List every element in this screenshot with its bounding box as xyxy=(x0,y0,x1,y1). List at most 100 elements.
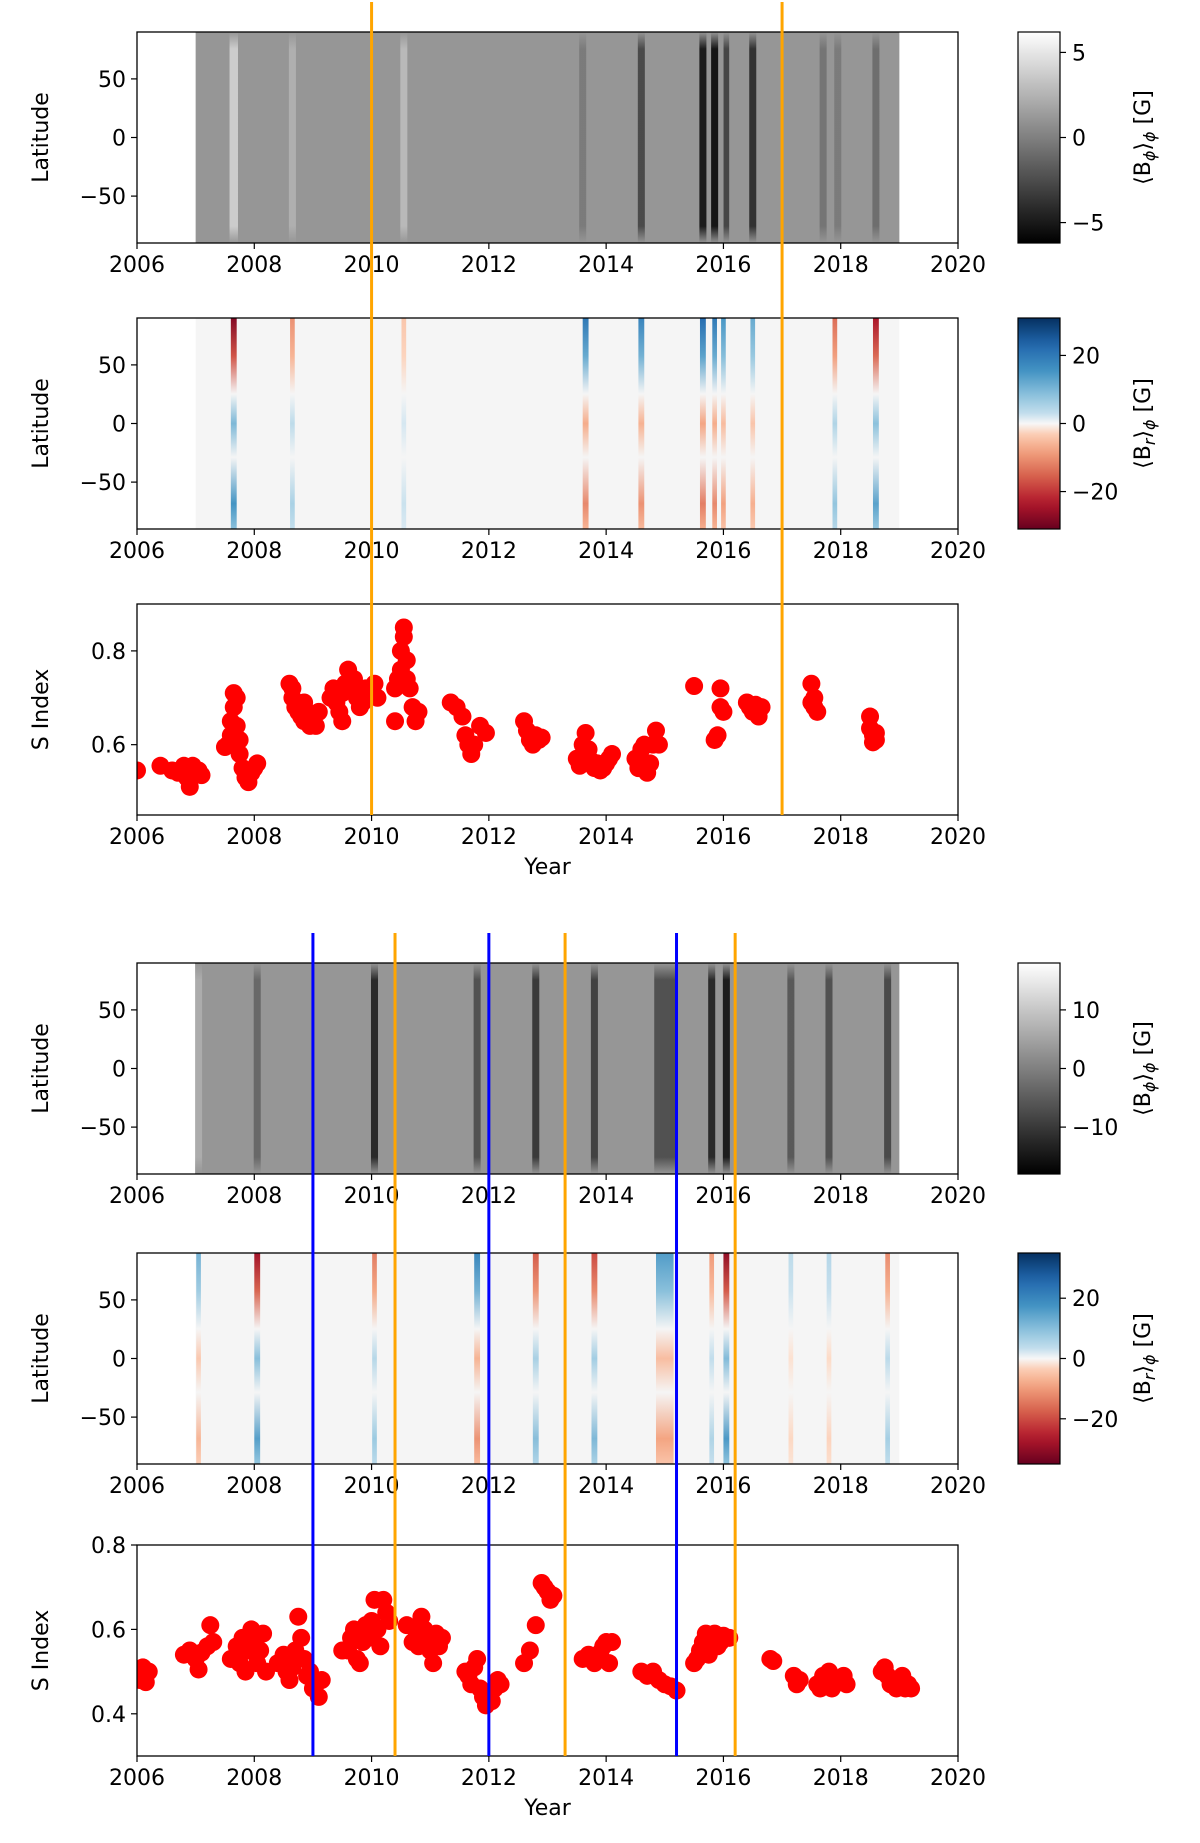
x-tick-label: 2016 xyxy=(695,1766,751,1791)
heatmap-stripe xyxy=(195,963,203,1174)
y-axis-label: Latitude xyxy=(29,1313,54,1404)
x-tick-label: 2006 xyxy=(109,1474,165,1499)
data-point xyxy=(866,723,885,742)
data-point xyxy=(711,679,730,698)
colorbar-tick-label: 5 xyxy=(1072,41,1086,66)
colorbar-tick-label: 0 xyxy=(1072,127,1086,152)
data-point xyxy=(424,1654,443,1673)
heatmap-stripe xyxy=(723,1253,730,1464)
heatmap-stripe xyxy=(723,32,730,243)
colorbar-label: ⟨Br⟩ϕ [G] xyxy=(1131,378,1159,469)
figure-A: −505⟨Bϕ⟩ϕ [G]2006 2008 2010 2012 2014 2016 201… xyxy=(29,2,1159,880)
data-point xyxy=(476,723,495,742)
colorbar-gradient xyxy=(1017,962,1061,1175)
y-tick-label: 50 xyxy=(98,68,126,93)
x-tick-label: 2016 xyxy=(695,539,751,564)
colorbar-label-part: ⟨B xyxy=(1131,445,1156,469)
data-point xyxy=(764,1652,783,1671)
x-tick-label: 2018 xyxy=(813,1184,869,1209)
y-axis-label: Latitude xyxy=(29,92,54,183)
heatmap-stripe xyxy=(372,1253,377,1464)
x-tick-label: 2010 xyxy=(344,1474,400,1499)
data-point xyxy=(306,716,325,735)
data-point xyxy=(649,735,668,754)
colorbar-label-part: ⟩ xyxy=(1131,142,1156,151)
heatmap-background xyxy=(195,32,900,243)
x-axis-label: Year xyxy=(523,1796,572,1821)
x-tick-label: 2006 xyxy=(109,825,165,850)
data-point xyxy=(802,674,821,693)
data-point xyxy=(309,702,328,721)
data-point xyxy=(230,730,249,749)
y-tick-label: 0 xyxy=(112,1058,126,1083)
x-tick-label: 2018 xyxy=(813,1474,869,1499)
y-tick-label: −50 xyxy=(80,1116,126,1141)
y-tick-label: −50 xyxy=(80,185,126,210)
heatmap-stripe xyxy=(885,1253,890,1464)
x-tick-label: 2014 xyxy=(578,825,634,850)
data-point xyxy=(230,745,249,764)
data-point xyxy=(201,1616,220,1635)
data-point xyxy=(386,712,405,731)
data-point xyxy=(251,1641,270,1660)
data-point xyxy=(468,1649,487,1668)
data-point xyxy=(227,716,246,735)
y-tick-label: 0.4 xyxy=(91,1703,126,1728)
data-point xyxy=(192,766,211,785)
colorbar-gradient xyxy=(1017,317,1061,530)
heatmap-stripe xyxy=(591,1253,598,1464)
colorbar-label: ⟨Br⟩ϕ [G] xyxy=(1131,1313,1159,1404)
colorbar-tick-label: 0 xyxy=(1072,1058,1086,1083)
data-point xyxy=(641,754,660,773)
data-point xyxy=(139,1662,158,1681)
colorbar-label-part: ϕ xyxy=(1140,1081,1159,1092)
heatmap-stripe xyxy=(832,318,838,529)
colorbar-label-part: ⟩ xyxy=(1131,1365,1156,1374)
x-tick-label: 2006 xyxy=(109,1184,165,1209)
plot-area xyxy=(137,1573,921,1715)
data-point xyxy=(685,677,704,696)
heatmap-stripe xyxy=(826,1253,832,1464)
data-point xyxy=(902,1679,921,1698)
data-point xyxy=(350,1654,369,1673)
colorbar-label-part: ϕ xyxy=(1140,131,1159,142)
heatmap-stripe xyxy=(712,318,717,529)
data-point xyxy=(752,698,771,717)
heatmap-stripe xyxy=(721,318,726,529)
data-point xyxy=(790,1671,809,1690)
heatmap-stripe xyxy=(474,1253,481,1464)
heatmap-background xyxy=(195,1253,900,1464)
colorbar-label-part: ⟨B xyxy=(1131,1380,1156,1404)
x-tick-label: 2010 xyxy=(344,1184,400,1209)
x-tick-label: 2012 xyxy=(461,253,517,278)
axes-frame xyxy=(136,603,959,816)
heatmap-stripe xyxy=(709,1253,715,1464)
heatmap-stripe xyxy=(834,32,842,243)
x-tick-label: 2012 xyxy=(461,539,517,564)
x-tick-label: 2014 xyxy=(578,1474,634,1499)
heatmap-stripe xyxy=(532,1253,539,1464)
colorbar: −20 0 20 ⟨Br⟩ϕ [G] xyxy=(1017,1252,1159,1465)
heatmap-stripe xyxy=(370,963,379,1174)
heatmap-stripe xyxy=(590,963,598,1174)
x-tick-label: 2018 xyxy=(813,539,869,564)
heatmap-stripe xyxy=(654,963,676,1174)
data-point xyxy=(312,1671,331,1690)
y-axis-label: Latitude xyxy=(29,1023,54,1114)
y-tick-label: 0.8 xyxy=(91,640,126,665)
heatmap-stripe xyxy=(532,963,540,1174)
data-point xyxy=(808,702,827,721)
colorbar-label-part: ⟩ xyxy=(1131,1073,1156,1082)
heatmap-stripe xyxy=(254,1253,261,1464)
x-tick-label: 2006 xyxy=(109,1766,165,1791)
data-point xyxy=(526,1616,545,1635)
y-tick-label: 0.8 xyxy=(91,1534,126,1559)
heatmap-stripe xyxy=(196,1253,201,1464)
heatmap-stripe xyxy=(473,963,481,1174)
colorbar-label-part: [G] xyxy=(1131,1021,1156,1062)
x-tick-label: 2020 xyxy=(930,1766,986,1791)
heatmap-stripe xyxy=(749,32,757,243)
